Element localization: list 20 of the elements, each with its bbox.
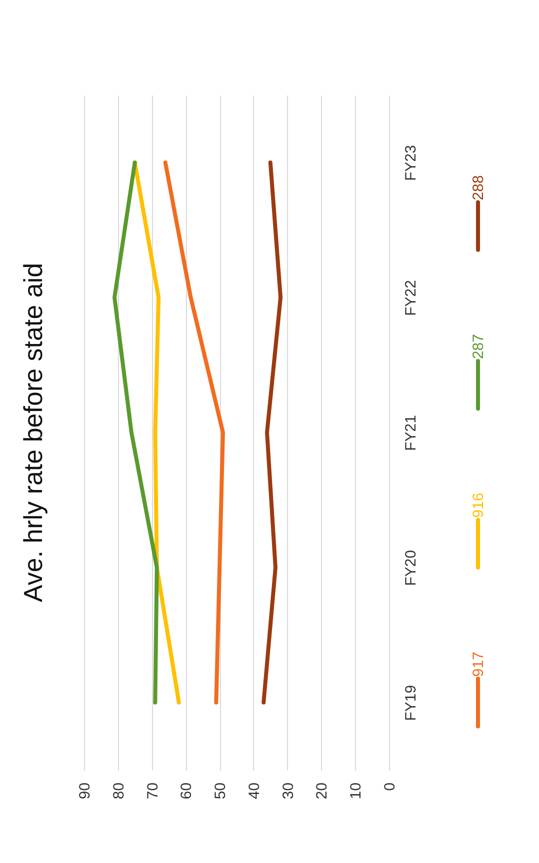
x-tick-label: 50 bbox=[212, 782, 230, 800]
text: 916 bbox=[470, 492, 487, 518]
x-tick-label: 40 bbox=[246, 782, 263, 800]
x-tick-label: 80 bbox=[110, 782, 128, 800]
text: 917 bbox=[470, 652, 487, 677]
y-tick-label: FY21 bbox=[402, 415, 420, 451]
y-tick-label: FY22 bbox=[402, 280, 420, 316]
text: 288 bbox=[470, 175, 487, 200]
x-tick-label: 90 bbox=[76, 782, 94, 800]
x-tick-label: 20 bbox=[314, 782, 331, 800]
x-tick-label: 0 bbox=[382, 782, 398, 791]
y-tick-label: FY23 bbox=[402, 145, 420, 181]
text: Ave. hrly rate before state aid bbox=[18, 262, 48, 602]
x-tick-label: 10 bbox=[348, 782, 365, 800]
y-tick-label: FY20 bbox=[402, 550, 420, 586]
x-tick-label: 70 bbox=[144, 782, 162, 800]
x-tick-label: 30 bbox=[280, 782, 297, 800]
y-tick-label: FY19 bbox=[402, 685, 420, 721]
text: 287 bbox=[470, 334, 487, 360]
x-tick-label: 60 bbox=[178, 782, 196, 800]
